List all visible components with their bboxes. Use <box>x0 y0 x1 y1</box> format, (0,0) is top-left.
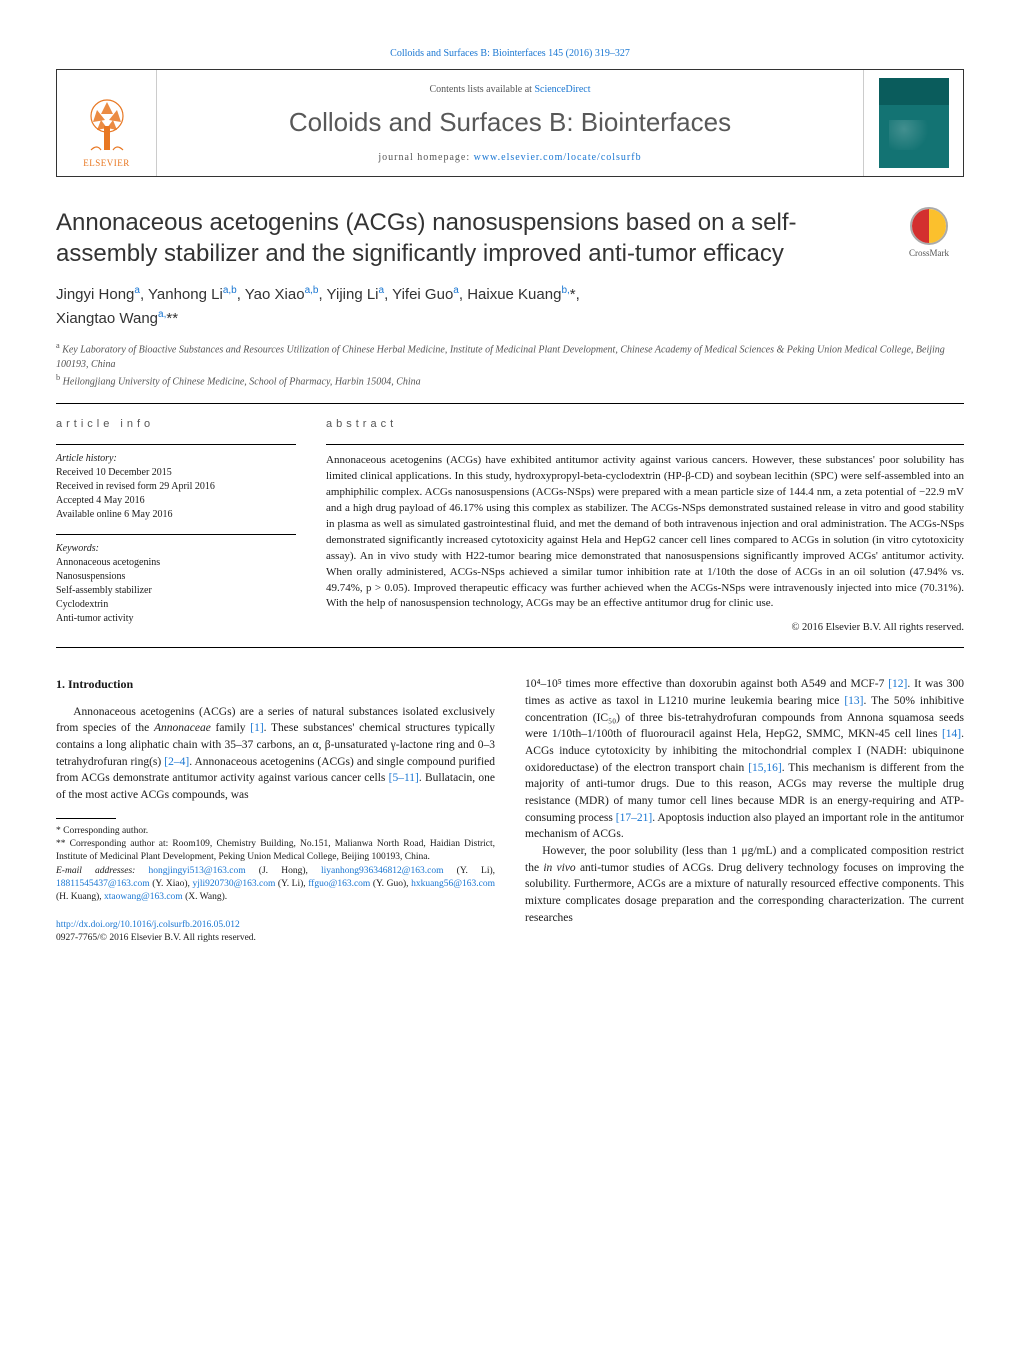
journal-header: ELSEVIER Contents lists available at Sci… <box>56 69 964 177</box>
affiliations: a Key Laboratory of Bioactive Substances… <box>56 340 964 389</box>
sciencedirect-link[interactable]: ScienceDirect <box>534 84 590 95</box>
history-accepted: Accepted 4 May 2016 <box>56 494 296 508</box>
crossmark-label: CrossMark <box>894 248 964 258</box>
publisher-logo-block: ELSEVIER <box>57 70 157 176</box>
affiliation-a: a Key Laboratory of Bioactive Substances… <box>56 340 964 371</box>
body-paragraph: 10⁴–10⁵ times more effective than doxoru… <box>525 676 964 843</box>
rule-above-info <box>56 403 964 404</box>
keyword: Annonaceous acetogenins <box>56 556 296 570</box>
abstract-block: abstract Annonaceous acetogenins (ACGs) … <box>326 418 964 633</box>
contents-available-line: Contents lists available at ScienceDirec… <box>167 84 853 95</box>
abstract-heading: abstract <box>326 418 964 430</box>
footnote-separator <box>56 818 116 819</box>
body-col-right: 10⁴–10⁵ times more effective than doxoru… <box>525 676 964 945</box>
history-received: Received 10 December 2015 <box>56 466 296 480</box>
issn-copyright: 0927-7765/© 2016 Elsevier B.V. All right… <box>56 932 495 945</box>
homepage-prefix: journal homepage: <box>378 152 473 163</box>
keyword: Self-assembly stabilizer <box>56 584 296 598</box>
section-heading-intro: 1. Introduction <box>56 676 495 693</box>
journal-homepage-line: journal homepage: www.elsevier.com/locat… <box>167 152 853 163</box>
abstract-text: Annonaceous acetogenins (ACGs) have exhi… <box>326 453 964 612</box>
history-lines: Received 10 December 2015 Received in re… <box>56 466 296 522</box>
journal-cover-icon <box>879 78 949 168</box>
keyword: Nanosuspensions <box>56 570 296 584</box>
footnotes: * Corresponding author. ** Corresponding… <box>56 825 495 905</box>
rule-below-abstract <box>56 647 964 648</box>
keywords-list: Annonaceous acetogenins Nanosuspensions … <box>56 556 296 626</box>
footer-block: http://dx.doi.org/10.1016/j.colsurfb.201… <box>56 919 495 946</box>
keywords-label: Keywords: <box>56 534 296 554</box>
crossmark-badge[interactable]: CrossMark <box>894 207 964 258</box>
homepage-link[interactable]: www.elsevier.com/locate/colsurfb <box>474 152 642 163</box>
keyword: Anti-tumor activity <box>56 612 296 626</box>
footnote-corresponding-2: ** Corresponding author at: Room109, Che… <box>56 838 495 865</box>
history-revised: Received in revised form 29 April 2016 <box>56 480 296 494</box>
crossmark-icon <box>910 207 948 245</box>
doi-link[interactable]: http://dx.doi.org/10.1016/j.colsurfb.201… <box>56 920 240 930</box>
body-paragraph: However, the poor solubility (less than … <box>525 843 964 926</box>
body-paragraph: Annonaceous acetogenins (ACGs) are a ser… <box>56 704 495 804</box>
footnote-emails: E-mail addresses: hongjingyi513@163.com … <box>56 865 495 905</box>
body-columns: 1. Introduction Annonaceous acetogenins … <box>56 676 964 945</box>
publisher-label: ELSEVIER <box>83 158 130 168</box>
journal-name: Colloids and Surfaces B: Biointerfaces <box>167 107 853 138</box>
contents-prefix: Contents lists available at <box>429 84 534 95</box>
history-online: Available online 6 May 2016 <box>56 508 296 522</box>
article-info-heading: article info <box>56 418 296 430</box>
history-label: Article history: <box>56 453 296 464</box>
footnote-corresponding-1: * Corresponding author. <box>56 825 495 838</box>
keyword: Cyclodextrin <box>56 598 296 612</box>
article-info-block: article info Article history: Received 1… <box>56 418 296 633</box>
body-col-left: 1. Introduction Annonaceous acetogenins … <box>56 676 495 945</box>
affiliation-b: b Heilongjiang University of Chinese Med… <box>56 372 964 389</box>
journal-cover-block <box>863 70 963 176</box>
article-title: Annonaceous acetogenins (ACGs) nanosuspe… <box>56 207 874 269</box>
authors-line: Jingyi Honga, Yanhong Lia,b, Yao Xiaoa,b… <box>56 283 964 330</box>
elsevier-tree-icon <box>77 96 137 156</box>
abstract-copyright: © 2016 Elsevier B.V. All rights reserved… <box>326 622 964 633</box>
running-citation: Colloids and Surfaces B: Biointerfaces 1… <box>56 48 964 59</box>
